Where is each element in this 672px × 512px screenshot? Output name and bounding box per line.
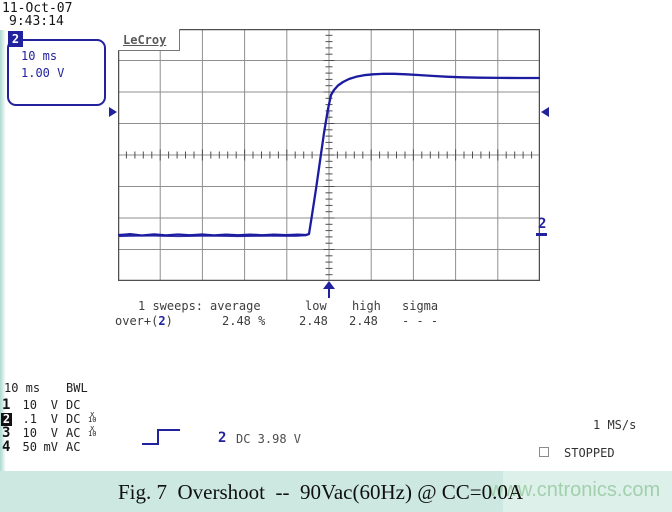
channel-2-zero-marker-bar (536, 233, 547, 236)
ch1-scale: 10 (22, 398, 37, 412)
trigger-time-arrow-stem (328, 288, 330, 298)
lecroy-logo: LeCroy (123, 33, 167, 47)
stopped-square-icon (539, 447, 549, 457)
ch2-unit: V (50, 412, 58, 426)
ch1-coupling: DC (66, 398, 81, 412)
time-label: 9:43:14 (9, 14, 64, 29)
trigger-edge-icon (142, 429, 180, 445)
ch4-coupling: AC (66, 440, 81, 454)
timebase-info-box (7, 39, 106, 106)
trigger-level-arrow-right-icon (541, 107, 549, 117)
col-average: average (210, 299, 261, 313)
channel-2-zero-marker: 2 (538, 216, 547, 232)
ch3-x10-bottom: 10 (88, 430, 97, 438)
trigger-level-arrow-left-icon (109, 107, 117, 117)
col-sigma: sigma (402, 299, 439, 313)
sample-rate-label: 1 MS/s (593, 418, 637, 432)
timebase-value: 10 ms (21, 49, 58, 63)
ch2-coupling: DC (66, 412, 81, 426)
val-sigma: - - - (402, 314, 439, 328)
status-label: STOPPED (564, 446, 615, 460)
ch2-number: 2 (1, 412, 12, 426)
param-prefix: over+( (115, 314, 159, 328)
date-label: 11-Oct-07 (2, 1, 73, 16)
ch2-x10-icon: X 10 (88, 411, 97, 424)
ch3-scale: 10 (22, 426, 37, 440)
ch1-number: 1 (2, 397, 11, 413)
ch2-x10-top: X (90, 411, 95, 419)
ch3-number: 3 (2, 425, 11, 441)
channel-2-badge: 2 (8, 31, 23, 47)
param-suffix: ) (165, 314, 173, 328)
left-edge-tint (0, 30, 6, 472)
bwl-label: BWL (66, 381, 88, 395)
ch4-number: 4 (2, 439, 11, 455)
ch1-unit: V (50, 398, 58, 412)
watermark-box (503, 471, 672, 512)
volts-per-div-value: 1.00 V (21, 66, 65, 80)
trigger-readout-channel: 2 (218, 430, 227, 446)
lecroy-logo-box (118, 29, 180, 51)
sweeps-label: 1 sweeps: (138, 299, 204, 313)
graticule-and-waveform (118, 29, 540, 281)
col-low: low (305, 299, 327, 313)
val-low: 2.48 (299, 314, 328, 328)
ch2-x10-bottom: 10 (88, 416, 97, 424)
ch4-unit: mV (43, 440, 58, 454)
ch3-x10-top: X (90, 425, 95, 433)
measure-param: over+(2) (115, 315, 173, 328)
ch3-coupling: AC (66, 426, 81, 440)
ch3-unit: V (50, 426, 58, 440)
trigger-readout: DC 3.98 V (236, 432, 302, 446)
watermark-text: www.cntronics.com (489, 479, 661, 501)
col-high: high (352, 299, 381, 313)
figure-caption: Fig. 7 Overshoot -- 90Vac(60Hz) @ CC=0.0… (118, 480, 524, 504)
trigger-time-arrow-icon (323, 281, 335, 289)
param-channel: 2 (158, 314, 166, 328)
val-average: 2.48 % (222, 314, 266, 328)
ch4-scale: 50 (22, 440, 37, 454)
val-high: 2.48 (349, 314, 378, 328)
ch3-x10-icon: X 10 (88, 425, 97, 438)
ch2-scale: .1 (22, 412, 37, 426)
bottom-timebase: 10 ms (4, 381, 41, 395)
